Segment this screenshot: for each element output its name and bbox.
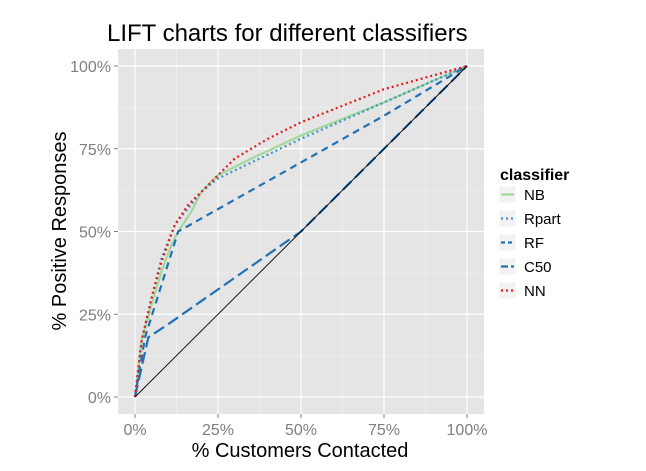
legend-label-nn: NN [524, 283, 546, 300]
plot-area [118, 49, 484, 414]
x-tick-label: 25% [202, 422, 234, 439]
series-line-nb [133, 64, 468, 398]
y-axis: 0% 25% 50% 75% 100% [70, 59, 118, 407]
x-tick-label: 0% [123, 422, 146, 439]
legend: classifier NB Rpart RF C50 NN [498, 167, 569, 300]
y-tick-label: 50% [79, 225, 111, 242]
legend-title: classifier [500, 167, 569, 184]
x-axis-label: % Customers Contacted [192, 440, 409, 462]
y-tick-label: 0% [88, 390, 111, 407]
legend-label-rf: RF [524, 235, 544, 252]
legend-key-box [498, 233, 517, 252]
y-axis-label: % Positive Responses [49, 132, 71, 331]
x-tick-label: 100% [447, 422, 488, 439]
x-tick-label: 50% [285, 422, 317, 439]
y-tick-label: 25% [79, 307, 111, 324]
series-line-rf [133, 65, 468, 398]
legend-label-nb: NB [524, 187, 545, 204]
baseline-line [134, 65, 468, 398]
series-line-nn [133, 64, 468, 398]
legend-label-rpart: Rpart [524, 211, 562, 228]
y-tick-label: 100% [70, 59, 111, 76]
chart-title: LIFT charts for different classifiers [107, 20, 468, 47]
y-tick-label: 75% [79, 142, 111, 159]
x-tick-label: 75% [368, 422, 400, 439]
x-axis: 0% 25% 50% 75% 100% [123, 414, 487, 439]
legend-label-c50: C50 [524, 259, 552, 276]
